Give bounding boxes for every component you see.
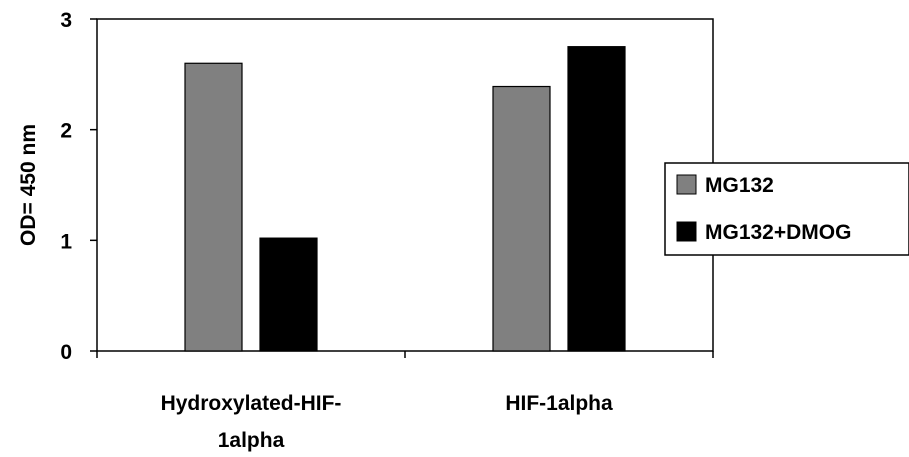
bars-group	[184, 46, 626, 352]
bar-mg132-dmog-0	[259, 237, 318, 352]
x-category-label: HIF-1alpha	[505, 392, 613, 415]
bar-mg132-0	[184, 62, 243, 352]
legend-swatch-mg132-dmog	[676, 221, 697, 242]
x-category-label: 1alpha	[218, 429, 285, 452]
legend-label-mg132: MG132	[705, 174, 774, 197]
x-axis	[96, 351, 714, 358]
legend-box	[664, 162, 909, 256]
y-axis-label: OD= 450 nm	[17, 124, 40, 246]
y-tick-label: 0	[60, 341, 72, 364]
legend: MG132 MG132+DMOG	[664, 162, 909, 256]
y-tick-label: 1	[60, 230, 72, 253]
x-category-label: Hydroxylated-HIF-	[161, 392, 342, 415]
legend-label-mg132-dmog: MG132+DMOG	[705, 221, 851, 244]
y-axis: 0 1 2 3	[60, 9, 97, 364]
y-tick-label: 3	[60, 9, 72, 32]
y-tick-label: 2	[60, 120, 72, 143]
bar-mg132-dmog-1	[567, 46, 626, 352]
category-labels: Hydroxylated-HIF- 1alpha HIF-1alpha	[161, 392, 613, 452]
legend-swatch-mg132	[676, 174, 697, 195]
bar-mg132-1	[492, 85, 551, 352]
